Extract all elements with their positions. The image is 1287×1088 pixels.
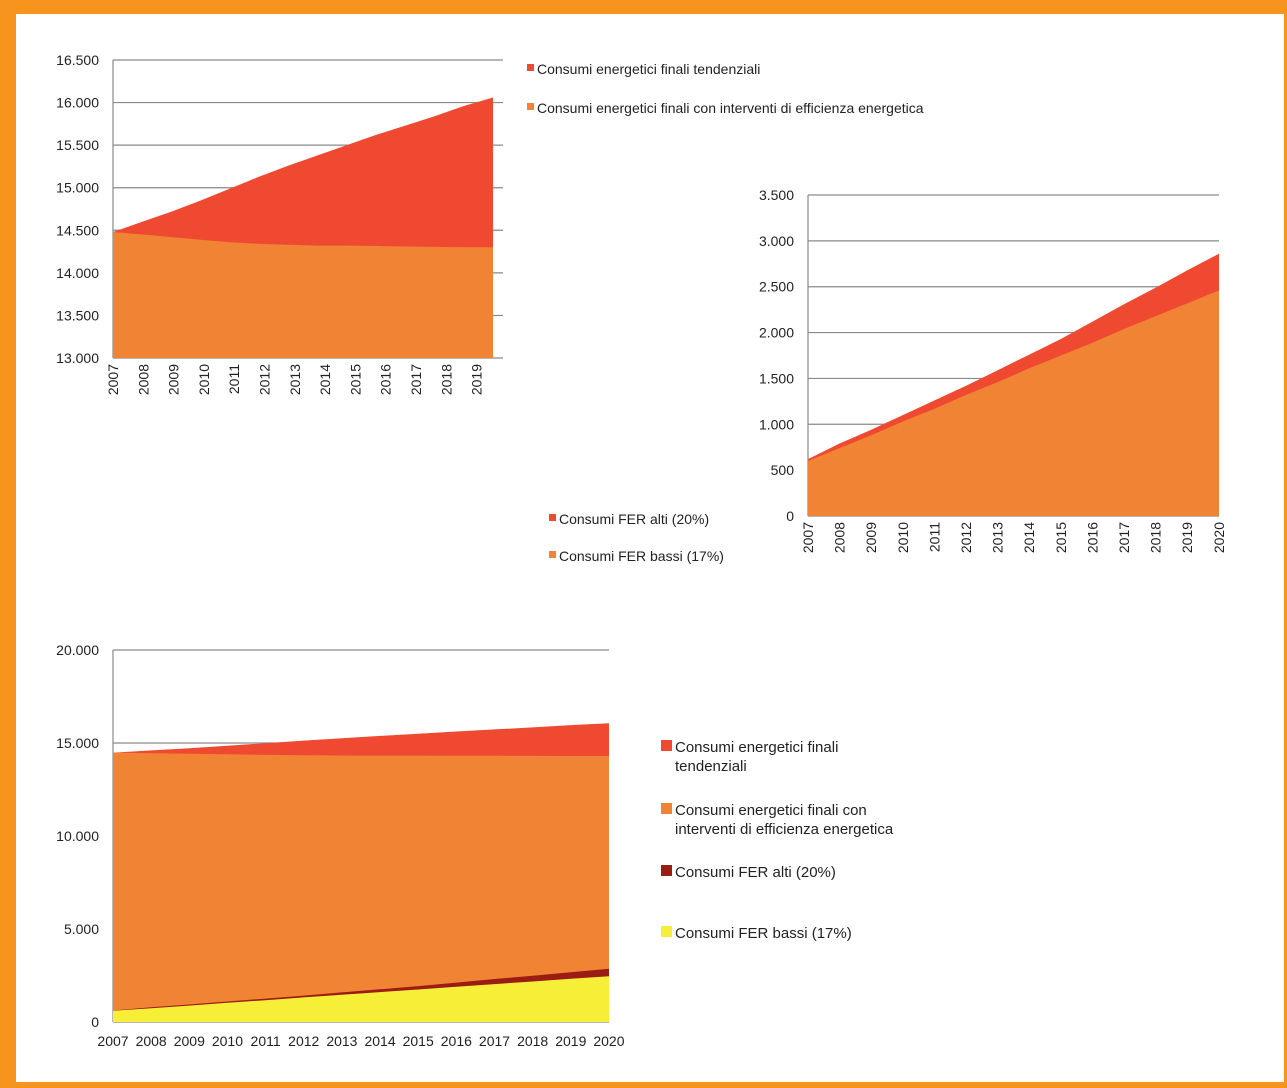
x-tick-label: 2007: [97, 1033, 128, 1049]
x-tick-label: 2011: [926, 522, 942, 552]
x-tick-label: 2016: [1084, 522, 1100, 553]
legend-item: Consumi FER alti (20%): [549, 511, 709, 527]
legend-item: Consumi FER bassi (17%): [549, 548, 724, 564]
legend-swatch: [527, 64, 534, 71]
x-tick-label: 2019: [469, 364, 485, 395]
legend-item: Consumi energetici finali tendenziali: [661, 739, 838, 775]
x-tick-label: 2015: [1053, 522, 1069, 553]
legend-swatch: [661, 865, 672, 876]
x-tick-label: 2008: [136, 1033, 167, 1049]
y-tick-label: 20.000: [56, 642, 99, 658]
legend-swatch: [661, 740, 672, 751]
x-tick-label: 2018: [1148, 522, 1164, 553]
chart-fer-consumption: 0 500 1.000 1.500 2.000 2.500 3.000 3.500 2007 20…: [549, 187, 1227, 564]
y-tick-label: 0: [786, 508, 794, 524]
area-consumi-fer-bassi-17: [113, 976, 609, 1022]
legend-swatch: [549, 514, 556, 521]
x-tick-label: 2007: [800, 522, 816, 553]
x-tick-label: 2008: [135, 364, 151, 395]
x-tick-label: 2017: [479, 1033, 510, 1049]
x-tick-label: 2008: [832, 522, 848, 553]
x-tick-label: 2012: [257, 364, 273, 395]
y-tick-label: 2.000: [759, 325, 794, 341]
y-tick-label: 16.000: [56, 95, 99, 111]
legend-label: Consumi FER alti (20%): [559, 511, 709, 527]
y-tick-label: 15.000: [56, 735, 99, 751]
x-tick-label: 2010: [212, 1033, 243, 1049]
y-tick-label: 13.500: [56, 307, 99, 323]
y-tick-label: 15.000: [56, 180, 99, 196]
area-consumi-energetici-finali-con-interventi-di-efficienza-energetica: [113, 752, 609, 1022]
x-tick-label: 2016: [378, 364, 394, 395]
x-tick-label: 2020: [1211, 522, 1227, 553]
x-tick-label: 2012: [288, 1033, 319, 1049]
x-tick-label: 2020: [593, 1033, 624, 1049]
legend-label: Consumi FER bassi (17%): [559, 548, 724, 564]
legend-label: Consumi energetici finali con interventi…: [537, 100, 924, 116]
area-consumi-energetici-finali-con-interventi-di-efficienza-energetica: [113, 232, 493, 358]
x-tick-label: 2012: [958, 522, 974, 553]
legend-label: Consumi energetici finali tendenziali: [537, 61, 760, 77]
x-tick-label: 2013: [287, 364, 303, 395]
legend-swatch: [527, 103, 534, 110]
x-tick-label: 2019: [1179, 522, 1195, 553]
legend-label: Consumi energetici finali con: [675, 802, 867, 819]
legend-swatch: [549, 551, 556, 558]
x-tick-label: 2018: [517, 1033, 548, 1049]
y-tick-label: 3.000: [759, 233, 794, 249]
legend-label: tendenziali: [675, 758, 747, 775]
y-tick-label: 13.000: [56, 350, 99, 366]
x-tick-label: 2013: [990, 522, 1006, 553]
legend-swatch: [661, 926, 672, 937]
chart-combined: 0 5.000 10.000 15.000 20.000 2007 2008 2009 2010…: [56, 642, 894, 1049]
x-tick-label: 2007: [105, 364, 121, 395]
y-tick-label: 500: [771, 462, 795, 478]
legend-item: Consumi energetici finali tendenziali: [527, 61, 760, 77]
y-tick-label: 0: [91, 1014, 99, 1030]
x-tick-label: 2015: [347, 364, 363, 395]
legend-label: Consumi FER bassi (17%): [675, 925, 852, 942]
legend-label: Consumi energetici finali: [675, 739, 838, 756]
x-tick-label: 2011: [251, 1033, 281, 1049]
legend-item: Consumi FER bassi (17%): [661, 925, 852, 942]
x-tick-label: 2009: [174, 1033, 205, 1049]
x-tick-label: 2017: [1116, 522, 1132, 553]
legend-label: Consumi FER alti (20%): [675, 864, 836, 881]
y-tick-label: 1.000: [759, 416, 794, 432]
legend-item: Consumi energetici finali con interventi…: [527, 100, 924, 116]
y-tick-label: 14.000: [56, 265, 99, 281]
legend-label: interventi di efficienza energetica: [675, 821, 894, 838]
x-tick-label: 2015: [403, 1033, 434, 1049]
y-tick-label: 15.500: [56, 137, 99, 153]
x-tick-label: 2013: [326, 1033, 357, 1049]
x-tick-label: 2017: [408, 364, 424, 395]
chart-energy-consumption: 13.000 13.500 14.000 14.500 15.000 15.500 16.0…: [56, 52, 924, 395]
x-tick-label: 2014: [317, 364, 333, 395]
x-tick-label: 2016: [441, 1033, 472, 1049]
y-tick-label: 1.500: [759, 370, 794, 386]
x-tick-label: 2018: [438, 364, 454, 395]
x-tick-label: 2009: [166, 364, 182, 395]
legend-item: Consumi FER alti (20%): [661, 864, 836, 881]
y-tick-label: 14.500: [56, 222, 99, 238]
x-tick-label: 2019: [555, 1033, 586, 1049]
legend-swatch: [661, 803, 672, 814]
y-tick-label: 5.000: [64, 921, 99, 937]
x-tick-label: 2011: [226, 364, 242, 394]
y-tick-label: 10.000: [56, 828, 99, 844]
x-tick-label: 2010: [895, 522, 911, 553]
y-tick-label: 16.500: [56, 52, 99, 68]
area-consumi-fer-bassi-17: [808, 290, 1219, 516]
y-tick-label: 3.500: [759, 187, 794, 203]
x-tick-label: 2009: [863, 522, 879, 553]
x-tick-label: 2014: [364, 1033, 395, 1049]
y-tick-label: 2.500: [759, 279, 794, 295]
legend-item: Consumi energetici finali con interventi …: [661, 802, 894, 838]
x-tick-label: 2010: [196, 364, 212, 395]
x-tick-label: 2014: [1021, 522, 1037, 553]
